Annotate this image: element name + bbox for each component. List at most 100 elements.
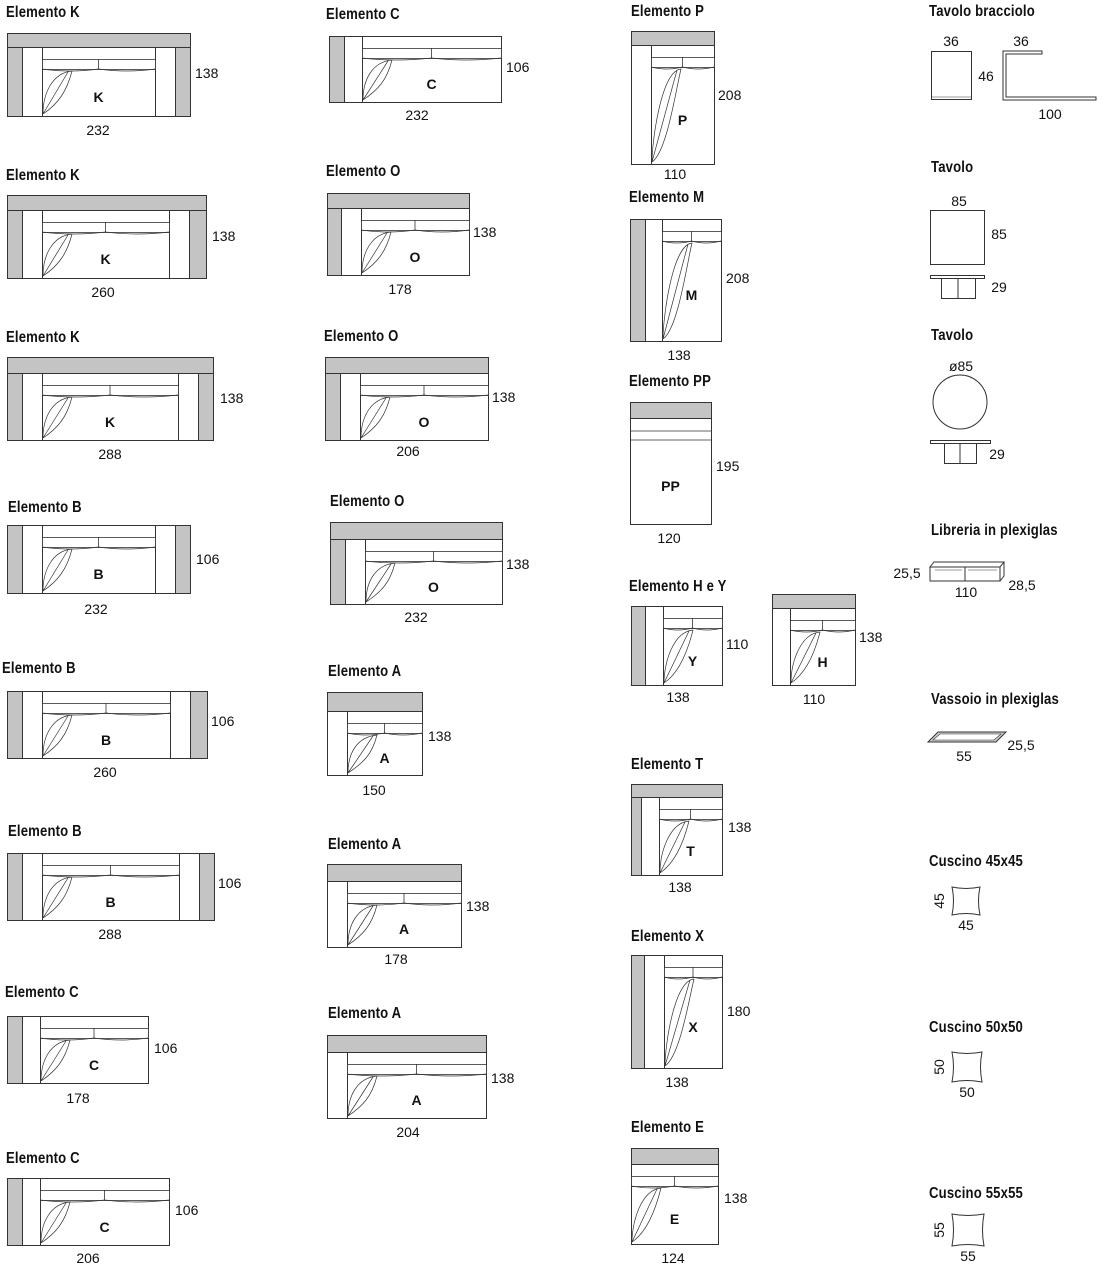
armrest-inner xyxy=(344,36,363,103)
element-title: Elemento PP xyxy=(629,373,712,390)
armrest xyxy=(198,373,214,441)
width-dimension: 150 xyxy=(362,782,386,798)
armrest-inner xyxy=(169,210,190,279)
armrest-inner xyxy=(340,373,361,441)
backrest xyxy=(631,31,715,46)
width-dimension: 178 xyxy=(384,951,408,967)
armrest xyxy=(7,373,23,441)
leaf-mark xyxy=(360,396,391,439)
armrest-inner xyxy=(631,45,652,165)
depth-dimension: 180 xyxy=(727,1003,751,1019)
leaf-mark xyxy=(347,904,378,946)
dimension: 55 xyxy=(960,1248,976,1264)
element-letter: O xyxy=(418,413,430,430)
armrest-inner xyxy=(644,955,665,1069)
width-dimension: 124 xyxy=(661,1250,685,1266)
leaf-mark xyxy=(42,876,73,919)
depth-dimension: 106 xyxy=(196,551,220,567)
element-letter: M xyxy=(685,287,698,303)
armrest xyxy=(7,691,23,759)
sofa-element-h xyxy=(772,594,856,686)
element-title: Elemento K xyxy=(6,167,80,184)
element-title: Elemento P xyxy=(631,3,705,20)
element-title: Elemento O xyxy=(324,328,399,345)
sofa-element-x xyxy=(631,955,723,1069)
bookcase xyxy=(928,561,1006,582)
depth-dimension: 138 xyxy=(428,728,452,744)
sofa-element-c xyxy=(7,1016,149,1084)
armrest-inner xyxy=(22,1016,41,1084)
element-letter: H xyxy=(817,653,828,670)
backrest xyxy=(7,33,191,48)
leaf-mark xyxy=(361,231,392,274)
depth-dimension: 138 xyxy=(195,65,219,81)
armrest-inner xyxy=(345,539,366,605)
element-letter: A xyxy=(411,1092,422,1108)
depth-dimension: 208 xyxy=(718,87,742,103)
sofa-element-c xyxy=(329,36,502,103)
accessory-title: Tavolo xyxy=(931,327,974,344)
armrest-inner xyxy=(22,1178,41,1246)
element-letter: C xyxy=(88,1056,100,1073)
accessory-title: Cuscino 50x50 xyxy=(929,1019,1024,1036)
element-title: Elemento B xyxy=(8,823,82,840)
armrest xyxy=(7,1016,23,1084)
width-dimension: 206 xyxy=(396,443,420,459)
accessory-title: Cuscino 45x45 xyxy=(929,853,1024,870)
armrest-inner xyxy=(641,797,660,876)
armrest xyxy=(7,525,23,594)
width-dimension: 138 xyxy=(668,879,692,895)
dimension: 46 xyxy=(978,68,994,84)
armrest-inner xyxy=(22,47,43,117)
armrest xyxy=(7,210,23,279)
leaf-mark xyxy=(790,631,821,684)
armrest-inner xyxy=(645,606,664,686)
accessory-title: Vassoio in plexiglas xyxy=(931,691,1059,708)
backrest xyxy=(7,195,207,211)
leaf-mark xyxy=(40,1039,71,1082)
back-cushion xyxy=(42,385,179,396)
element-title: Elemento K xyxy=(6,329,80,346)
element-letter: B xyxy=(93,566,104,582)
element-letter: C xyxy=(426,76,437,92)
armrest xyxy=(631,797,642,876)
dimension: 36 xyxy=(1013,33,1029,49)
depth-dimension: 106 xyxy=(218,875,242,891)
armrest-inner xyxy=(645,219,663,342)
leaf-mark xyxy=(42,714,73,757)
dimension: 110 xyxy=(954,584,978,600)
depth-dimension: 138 xyxy=(220,390,244,406)
square-table-top xyxy=(930,210,985,265)
sofa-element-o xyxy=(330,522,503,605)
backrest xyxy=(327,692,423,712)
element-title: Elemento B xyxy=(2,660,76,677)
sofa-element-o xyxy=(327,193,470,276)
backrest xyxy=(327,1035,487,1053)
accessory-title: Tavolo bracciolo xyxy=(929,3,1035,20)
dimension: 25,5 xyxy=(1007,737,1035,753)
element-title: Elemento O xyxy=(330,493,405,510)
armrest-inner xyxy=(22,853,43,921)
dimension: 45 xyxy=(931,893,947,909)
back-cushion xyxy=(42,703,171,714)
width-dimension: 288 xyxy=(98,926,122,942)
cushion-55 xyxy=(951,1213,985,1247)
backrest xyxy=(330,522,503,540)
armrest xyxy=(330,539,346,605)
armrest-inner xyxy=(22,373,43,441)
depth-dimension: 138 xyxy=(491,1070,515,1086)
cushion-50 xyxy=(951,1051,983,1083)
depth-dimension: 208 xyxy=(726,270,750,286)
leaf-mark xyxy=(659,820,690,874)
back-cushion xyxy=(662,231,722,242)
width-dimension: 120 xyxy=(657,530,681,546)
element-letter: B xyxy=(100,731,112,748)
element-letter: K xyxy=(93,88,104,105)
sofa-element-c xyxy=(7,1178,170,1246)
element-letter: K xyxy=(100,251,111,267)
back-cushion xyxy=(40,1028,149,1039)
dimension: 45 xyxy=(958,917,974,933)
width-dimension: 232 xyxy=(84,601,108,617)
back-cushion xyxy=(365,551,503,562)
leaf-mark xyxy=(42,396,73,439)
